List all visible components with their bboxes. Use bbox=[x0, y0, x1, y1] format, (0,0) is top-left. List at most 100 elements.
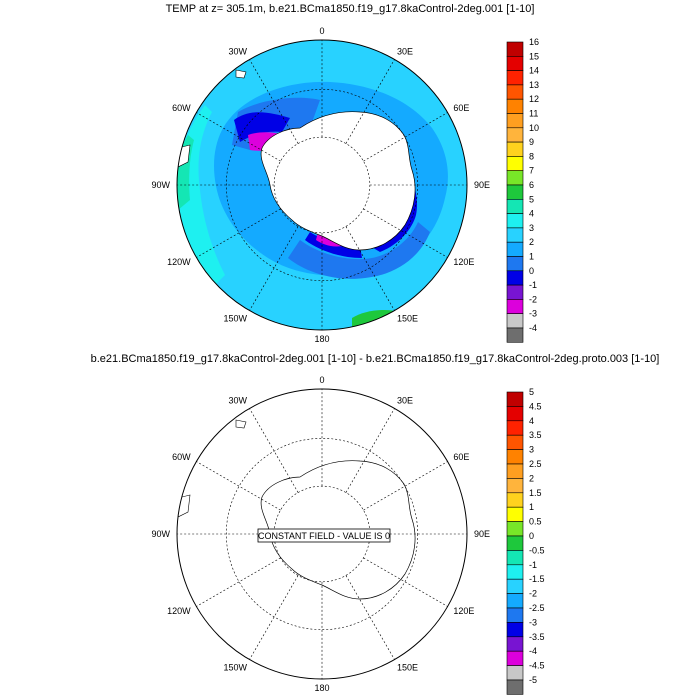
longitude-label: 180 bbox=[314, 334, 329, 344]
colorbar-label: -3 bbox=[529, 309, 537, 319]
latitude-circle-2 bbox=[226, 89, 418, 281]
colorbar-box bbox=[506, 41, 524, 57]
colorbar-label: 16 bbox=[529, 37, 539, 47]
colorbar-label: 2 bbox=[529, 473, 534, 483]
colorbar-label: -1 bbox=[529, 280, 537, 290]
colorbar-label: 2.5 bbox=[529, 459, 542, 469]
colorbar-box bbox=[506, 406, 524, 422]
colorbar-box bbox=[506, 299, 524, 314]
longitude-label: 150W bbox=[223, 662, 247, 672]
colorbar-label: -1.5 bbox=[529, 574, 545, 584]
colorbar-box bbox=[506, 127, 524, 143]
constant-field-annotation: CONSTANT FIELD - VALUE IS 0 bbox=[257, 528, 391, 543]
colorbar-box bbox=[506, 420, 524, 436]
longitude-line bbox=[345, 408, 395, 493]
colorbar-box bbox=[506, 535, 524, 551]
map-border bbox=[176, 388, 468, 680]
colorbar-label: -4.5 bbox=[529, 661, 545, 671]
colorbar-label: -4 bbox=[529, 323, 537, 333]
longitude-label: 150E bbox=[397, 313, 418, 323]
colorbar-label: 15 bbox=[529, 51, 539, 61]
longitude-label: 120E bbox=[453, 257, 474, 267]
colorbar-label: 3 bbox=[529, 223, 534, 233]
colorbar-label: 8 bbox=[529, 151, 534, 161]
island-outline bbox=[235, 419, 247, 429]
colorbar-label: 12 bbox=[529, 94, 539, 104]
longitude-labels: 0 30E 60E 90E 120E 150E 180 150W 120W 90W 60W 30W bbox=[151, 26, 490, 344]
longitude-line bbox=[363, 557, 448, 607]
longitude-label: 60W bbox=[172, 103, 191, 113]
colorbar-label: -2.5 bbox=[529, 603, 545, 613]
colorbar-label: -0.5 bbox=[529, 545, 545, 555]
colorbar-box bbox=[506, 636, 524, 652]
longitude-label: 0 bbox=[319, 26, 324, 36]
colorbar-label: -2 bbox=[529, 294, 537, 304]
longitude-label: 90E bbox=[474, 180, 490, 190]
colorbar-box bbox=[506, 578, 524, 594]
colorbar-label: -4 bbox=[529, 646, 537, 656]
cold-band-weddell bbox=[234, 112, 290, 142]
colorbar-label: 4 bbox=[529, 416, 534, 426]
longitude-label: 90W bbox=[151, 180, 170, 190]
colorbar-label: 1 bbox=[529, 502, 534, 512]
longitude-line bbox=[249, 408, 299, 493]
colorbar-label: -2 bbox=[529, 589, 537, 599]
colorbar-label: -5 bbox=[529, 675, 537, 685]
colorbar-box bbox=[506, 113, 524, 129]
colorbar-label: 2 bbox=[529, 237, 534, 247]
colorbar-label: 3.5 bbox=[529, 430, 542, 440]
temperature-map-panel: TEMP at z= 305.1m, b.e21.BCma1850.f19_g1… bbox=[151, 3, 539, 344]
colorbar-label: 0.5 bbox=[529, 517, 542, 527]
longitude-label: 30W bbox=[228, 396, 247, 406]
colorbar-label: -3.5 bbox=[529, 632, 545, 642]
longitude-labels: 0 30E 60E 90E 120E 150E 180 150W 120W 90W 60W 30W bbox=[151, 375, 490, 693]
colorbar-box bbox=[506, 284, 524, 300]
colorbar-box bbox=[506, 256, 524, 272]
map-border bbox=[176, 39, 468, 331]
colorbar-box bbox=[506, 521, 524, 537]
panel2-title: b.e21.BCma1850.f19_g17.8kaControl-2deg.0… bbox=[91, 353, 660, 365]
colorbar-box bbox=[506, 313, 524, 329]
latitude-circle-2 bbox=[226, 437, 418, 630]
colorbar-label: 5 bbox=[529, 194, 534, 204]
colorbar-label: -1 bbox=[529, 560, 537, 570]
longitude-label: 30E bbox=[397, 47, 413, 57]
colorbar-box bbox=[506, 478, 524, 494]
colorbar-box bbox=[506, 84, 524, 100]
colorbar-box bbox=[506, 449, 524, 465]
colorbar-box bbox=[506, 70, 524, 86]
longitude-line bbox=[249, 59, 299, 144]
colorbar-label: 5 bbox=[529, 387, 534, 397]
colorbar: 5 4.5 4 3.5 3 2.5 2 1.5 1 0.5 0 -0.5 -1 -1.5 -2 -2.5 -3 -… bbox=[506, 387, 545, 695]
colorbar-box bbox=[506, 141, 524, 157]
colorbar-box bbox=[506, 199, 524, 214]
colorbar-box bbox=[506, 506, 524, 522]
colorbar-label: -3 bbox=[529, 617, 537, 627]
longitude-line bbox=[363, 112, 448, 162]
longitude-label: 0 bbox=[319, 375, 324, 385]
colorbar-box bbox=[506, 665, 524, 681]
colorbar-box bbox=[506, 213, 524, 229]
colorbar-box bbox=[506, 227, 524, 243]
antarctica-land bbox=[260, 111, 416, 251]
longitude-line bbox=[363, 461, 448, 511]
colorbar-label: 14 bbox=[529, 66, 539, 76]
colorbar-label: 4 bbox=[529, 209, 534, 219]
shelf-band-ross bbox=[288, 222, 430, 279]
colorbar-label: 13 bbox=[529, 80, 539, 90]
panel1-title: TEMP at z= 305.1m, b.e21.BCma1850.f19_g1… bbox=[166, 3, 535, 15]
longitude-label: 120E bbox=[453, 606, 474, 616]
colorbar-label: 0 bbox=[529, 266, 534, 276]
colorbar-label: 1 bbox=[529, 252, 534, 262]
graticule bbox=[177, 40, 467, 330]
longitude-line bbox=[196, 208, 281, 258]
colorbar-box bbox=[506, 170, 524, 186]
longitude-label: 90W bbox=[151, 529, 170, 539]
longitude-label: 150W bbox=[223, 313, 247, 323]
longitude-label: 180 bbox=[314, 683, 329, 693]
colorbar-label: 6 bbox=[529, 180, 534, 190]
longitude-line bbox=[249, 575, 299, 660]
difference-map-panel: b.e21.BCma1850.f19_g17.8kaControl-2deg.0… bbox=[91, 353, 660, 695]
longitude-label: 60E bbox=[453, 452, 469, 462]
